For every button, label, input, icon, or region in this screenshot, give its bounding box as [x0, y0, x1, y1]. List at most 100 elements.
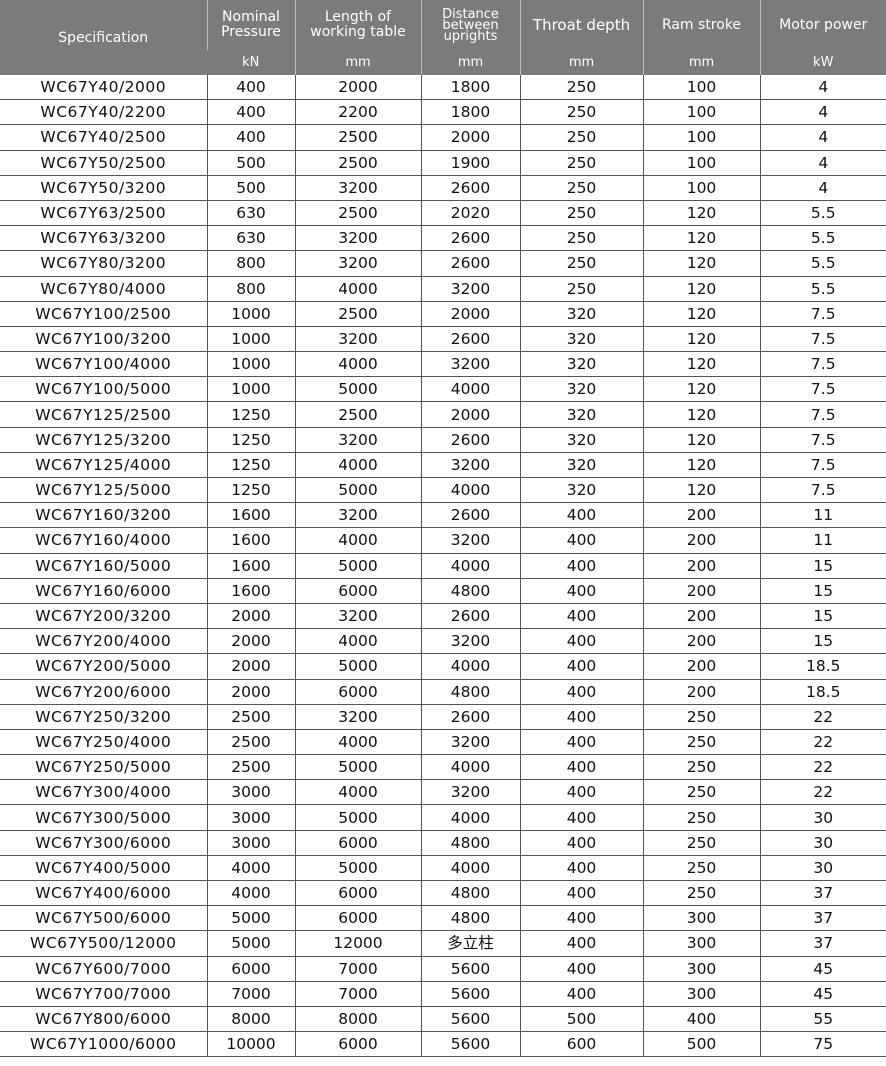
cell-ram-stroke: 250 [642, 754, 761, 781]
cell-motor-power: 45 [759, 956, 886, 982]
table-row: WC67Y250/5000 2500 5000 4000 400 250 22 [0, 754, 886, 781]
cell-table-length: 2500 [294, 401, 422, 428]
cell-distance: 5600 [420, 956, 521, 982]
table-row: WC67Y500/12000 5000 12000 多立柱 400 300 37 [0, 930, 886, 957]
cell-motor-power: 7.5 [759, 427, 886, 453]
cell-distance: 3200 [420, 351, 521, 378]
cell-throat-depth: 400 [519, 704, 644, 730]
cell-ram-stroke: 200 [642, 578, 761, 604]
cell-specification: WC67Y250/4000 [0, 729, 208, 756]
cell-motor-power: 5.5 [759, 250, 886, 277]
cell-pressure: 2000 [206, 653, 296, 680]
cell-distance: 4800 [420, 880, 521, 907]
table-row: WC67Y160/4000 1600 4000 3200 400 200 11 [0, 527, 886, 554]
cell-motor-power: 7.5 [759, 452, 886, 479]
cell-pressure: 800 [206, 276, 296, 302]
cell-specification: WC67Y160/5000 [0, 553, 208, 579]
header-nominal-pressure: Nominal Pressure [206, 0, 295, 50]
cell-specification: WC67Y100/5000 [0, 376, 208, 403]
cell-ram-stroke: 120 [642, 452, 761, 479]
cell-motor-power: 5.5 [759, 225, 886, 252]
unit-stroke: mm [642, 50, 760, 75]
cell-table-length: 2500 [294, 124, 422, 151]
cell-motor-power: 15 [759, 603, 886, 630]
cell-motor-power: 4 [759, 99, 886, 126]
cell-pressure: 8000 [206, 1006, 296, 1033]
cell-specification: WC67Y300/6000 [0, 830, 208, 856]
cell-pressure: 3000 [206, 779, 296, 806]
cell-motor-power: 22 [759, 754, 886, 781]
cell-specification: WC67Y250/5000 [0, 754, 208, 781]
table-row: WC67Y200/3200 2000 3200 2600 400 200 15 [0, 603, 886, 630]
cell-distance: 多立柱 [420, 930, 521, 957]
table-row: WC67Y125/3200 1250 3200 2600 320 120 7.5 [0, 427, 886, 453]
cell-specification: WC67Y100/4000 [0, 351, 208, 378]
cell-throat-depth: 320 [519, 301, 644, 327]
cell-table-length: 6000 [294, 578, 422, 604]
cell-pressure: 2000 [206, 679, 296, 705]
cell-throat-depth: 250 [519, 175, 644, 201]
cell-ram-stroke: 250 [642, 855, 761, 882]
cell-ram-stroke: 250 [642, 880, 761, 907]
cell-distance: 2600 [420, 225, 521, 252]
cell-specification: WC67Y125/4000 [0, 452, 208, 479]
cell-specification: WC67Y600/7000 [0, 956, 208, 982]
cell-throat-depth: 400 [519, 930, 644, 957]
table-row: WC67Y700/7000 7000 7000 5600 400 300 45 [0, 981, 886, 1007]
cell-motor-power: 22 [759, 779, 886, 806]
cell-specification: WC67Y400/6000 [0, 880, 208, 907]
cell-ram-stroke: 100 [642, 99, 761, 126]
cell-specification: WC67Y250/3200 [0, 704, 208, 730]
cell-pressure: 1600 [206, 553, 296, 579]
cell-throat-depth: 400 [519, 855, 644, 882]
cell-specification: WC67Y63/2500 [0, 200, 208, 227]
cell-pressure: 2000 [206, 603, 296, 630]
cell-specification: WC67Y40/2500 [0, 124, 208, 151]
cell-table-length: 5000 [294, 653, 422, 680]
cell-table-length: 5000 [294, 477, 422, 504]
cell-throat-depth: 400 [519, 956, 644, 982]
cell-throat-depth: 600 [519, 1031, 644, 1058]
cell-pressure: 2500 [206, 729, 296, 756]
cell-ram-stroke: 200 [642, 527, 761, 554]
cell-specification: WC67Y500/12000 [0, 930, 208, 957]
cell-distance: 4800 [420, 905, 521, 932]
table-row: WC67Y200/5000 2000 5000 4000 400 200 18.5 [0, 653, 886, 680]
table-row: WC67Y600/7000 6000 7000 5600 400 300 45 [0, 956, 886, 982]
cell-throat-depth: 400 [519, 603, 644, 630]
unit-throat: mm [519, 50, 643, 75]
cell-motor-power: 30 [759, 855, 886, 882]
cell-motor-power: 7.5 [759, 301, 886, 327]
cell-table-length: 6000 [294, 830, 422, 856]
cell-motor-power: 15 [759, 578, 886, 604]
cell-specification: WC67Y50/2500 [0, 150, 208, 176]
cell-specification: WC67Y63/3200 [0, 225, 208, 252]
cell-specification: WC67Y200/4000 [0, 628, 208, 655]
cell-table-length: 2500 [294, 150, 422, 176]
cell-table-length: 12000 [294, 930, 422, 957]
cell-distance: 4000 [420, 754, 521, 781]
cell-specification: WC67Y40/2000 [0, 75, 208, 101]
cell-ram-stroke: 250 [642, 804, 761, 831]
cell-table-length: 7000 [294, 956, 422, 982]
cell-table-length: 8000 [294, 1006, 422, 1033]
cell-motor-power: 18.5 [759, 679, 886, 705]
cell-motor-power: 4 [759, 124, 886, 151]
cell-ram-stroke: 300 [642, 930, 761, 957]
cell-motor-power: 4 [759, 150, 886, 176]
table-row: WC67Y500/6000 5000 6000 4800 400 300 37 [0, 905, 886, 932]
cell-table-length: 6000 [294, 1031, 422, 1058]
cell-distance: 1800 [420, 75, 521, 101]
cell-throat-depth: 400 [519, 754, 644, 781]
cell-ram-stroke: 120 [642, 276, 761, 302]
cell-specification: WC67Y500/6000 [0, 905, 208, 932]
cell-specification: WC67Y125/5000 [0, 477, 208, 504]
unit-length: mm [294, 50, 421, 75]
header-distance-uprights: Distance between uprights [420, 0, 520, 50]
cell-ram-stroke: 120 [642, 326, 761, 353]
cell-motor-power: 5.5 [759, 200, 886, 227]
cell-pressure: 2500 [206, 704, 296, 730]
cell-throat-depth: 400 [519, 729, 644, 756]
cell-pressure: 1000 [206, 376, 296, 403]
cell-table-length: 6000 [294, 880, 422, 907]
